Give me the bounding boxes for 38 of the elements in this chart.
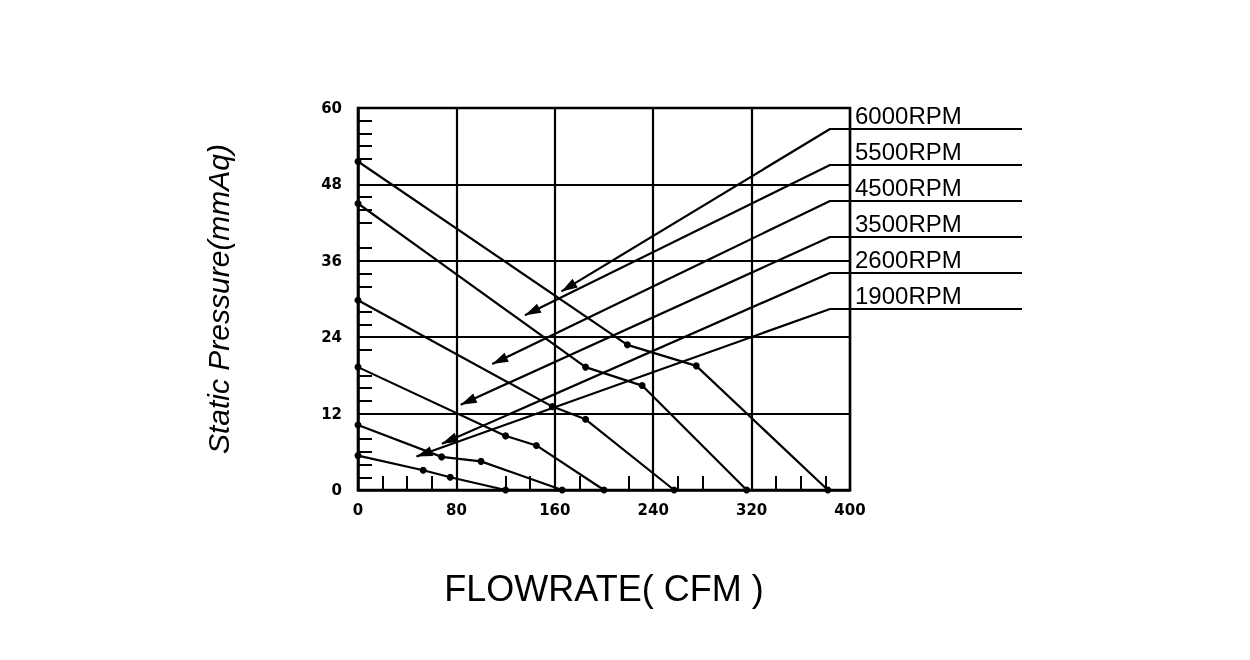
- text: 1900RPM: [855, 282, 962, 309]
- point: [354, 452, 362, 460]
- point: [532, 441, 540, 449]
- text: 3500RPM: [855, 210, 962, 237]
- point: [354, 157, 362, 165]
- point: [638, 382, 646, 390]
- point: [743, 486, 751, 494]
- y-tick-label: 60: [321, 99, 342, 117]
- x-tick-label: 400: [834, 500, 866, 519]
- point: [354, 296, 362, 304]
- text: 4500RPM: [855, 174, 962, 201]
- point: [354, 200, 362, 207]
- point: [558, 486, 566, 494]
- point: [692, 362, 700, 370]
- point: [438, 453, 446, 461]
- point: [446, 473, 454, 481]
- x-tick-label: 80: [445, 500, 467, 519]
- text: 2600RPM: [855, 246, 962, 273]
- point: [419, 466, 427, 474]
- point: [582, 363, 590, 371]
- y-tick-label: 48: [321, 175, 342, 194]
- point: [477, 457, 485, 465]
- x-tick-label: 160: [539, 500, 571, 519]
- y-axis-title: Static Pressure(mmAq): [201, 143, 235, 455]
- y-tick-label: 24: [321, 328, 342, 347]
- text: 6000RPM: [855, 102, 962, 129]
- point: [502, 486, 510, 494]
- point: [623, 341, 631, 349]
- y-tick-label: 0: [331, 481, 342, 499]
- x-tick-label: 320: [735, 500, 768, 519]
- x-tick-label: 0: [352, 500, 364, 519]
- point: [502, 432, 510, 440]
- point: [582, 415, 590, 423]
- text: 5500RPM: [855, 138, 962, 165]
- y-tick-label: 36: [321, 251, 342, 270]
- x-tick-label: 240: [637, 500, 669, 519]
- y-tick-label: 12: [321, 404, 342, 423]
- x-axis-title: FLOWRATE( CFM ): [444, 567, 764, 609]
